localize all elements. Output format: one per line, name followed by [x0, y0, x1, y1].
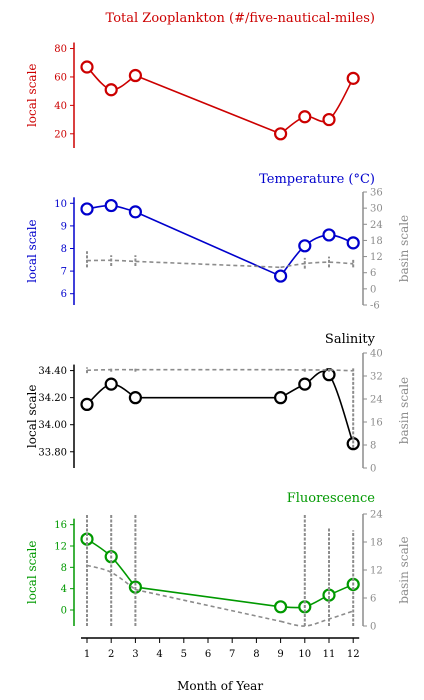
local-series-line [86, 66, 354, 135]
x-tick-label: 4 [156, 649, 162, 660]
data-point [80, 397, 94, 412]
panel-title: Temperature (°C) [259, 172, 375, 187]
data-point [274, 391, 288, 405]
x-tick-label: 1 [84, 649, 90, 660]
right-tick-label: 40 [370, 349, 383, 360]
basin-series-line [86, 368, 354, 372]
left-tick-label: 16 [54, 520, 67, 531]
left-axis-label: local scale [25, 385, 39, 449]
right-tick-label: 36 [370, 188, 383, 199]
data-point [298, 110, 312, 124]
left-tick-label: 8 [61, 244, 67, 255]
x-tick-label: 6 [205, 649, 211, 660]
x-tick-label: 3 [132, 649, 138, 660]
right-tick-label: 24 [370, 510, 383, 521]
data-point [298, 377, 312, 391]
x-tick-label: 10 [298, 649, 311, 660]
x-tick-label: 7 [229, 649, 235, 660]
x-axis-label: Month of Year [177, 679, 263, 693]
right-tick-label: 18 [370, 236, 383, 247]
right-tick-label: 12 [370, 252, 383, 263]
left-tick-label: 7 [61, 267, 67, 278]
data-point [80, 60, 94, 74]
left-tick-label: 34.00 [38, 420, 67, 431]
right-tick-label: 24 [370, 395, 383, 406]
data-point [104, 83, 118, 97]
left-tick-label: 80 [54, 44, 67, 55]
left-tick-label: 4 [61, 584, 67, 595]
left-tick-label: 20 [54, 129, 67, 140]
left-tick-label: 8 [61, 563, 67, 574]
right-tick-label: 16 [370, 418, 383, 429]
panel-title: Total Zooplankton (#/five-nautical-miles… [106, 11, 375, 26]
left-tick-label: 40 [54, 101, 67, 112]
left-tick-label: 10 [54, 199, 67, 210]
basin-series-line [86, 564, 354, 627]
x-tick-label: 9 [277, 649, 283, 660]
left-tick-label: 0 [61, 606, 67, 617]
right-tick-label: 12 [370, 566, 383, 577]
x-tick-label: 12 [347, 649, 360, 660]
data-point [346, 236, 360, 250]
right-tick-label: 0 [370, 622, 376, 633]
x-tick-label: 5 [181, 649, 187, 660]
left-tick-label: 33.80 [38, 447, 67, 458]
data-point [322, 112, 336, 127]
data-point [274, 127, 288, 141]
local-series-line [86, 370, 354, 444]
right-tick-label: 0 [370, 464, 376, 475]
right-tick-label: 30 [370, 204, 383, 215]
right-tick-label: 32 [370, 372, 383, 383]
data-point [274, 600, 288, 614]
data-point [104, 198, 118, 213]
local-series-line [86, 538, 354, 609]
x-tick-label: 8 [253, 649, 259, 660]
basin-series-line [86, 259, 354, 269]
right-axis-label: basin scale [397, 215, 411, 282]
data-point [322, 228, 336, 242]
x-tick-label: 11 [323, 649, 336, 660]
data-point [274, 269, 288, 283]
x-tick-label: 2 [108, 649, 114, 660]
data-point [104, 377, 118, 391]
right-tick-label: 18 [370, 538, 383, 549]
right-axis-label: basin scale [397, 377, 411, 444]
right-tick-label: -6 [370, 301, 380, 312]
left-axis-label: local scale [25, 541, 39, 605]
left-axis-label: local scale [25, 63, 39, 127]
right-tick-label: 0 [370, 284, 376, 295]
right-axis-label: basin scale [397, 536, 411, 603]
panel-title: Fluorescence [287, 491, 376, 506]
left-tick-label: 34.40 [38, 366, 67, 377]
left-tick-label: 6 [61, 289, 67, 300]
left-tick-label: 34.20 [38, 393, 67, 404]
data-point [128, 391, 142, 405]
panel-title: Salinity [325, 332, 376, 347]
left-tick-label: 12 [54, 542, 67, 553]
data-point [298, 239, 312, 253]
right-tick-label: 6 [370, 594, 376, 605]
data-point [80, 202, 94, 216]
data-point [128, 68, 142, 83]
data-point [128, 205, 142, 219]
right-tick-label: 24 [370, 220, 383, 231]
right-tick-label: 8 [370, 441, 376, 452]
right-tick-label: 6 [370, 268, 376, 279]
left-axis-label: local scale [25, 219, 39, 283]
left-tick-label: 60 [54, 72, 67, 83]
data-point [346, 71, 360, 85]
left-tick-label: 9 [61, 221, 67, 232]
